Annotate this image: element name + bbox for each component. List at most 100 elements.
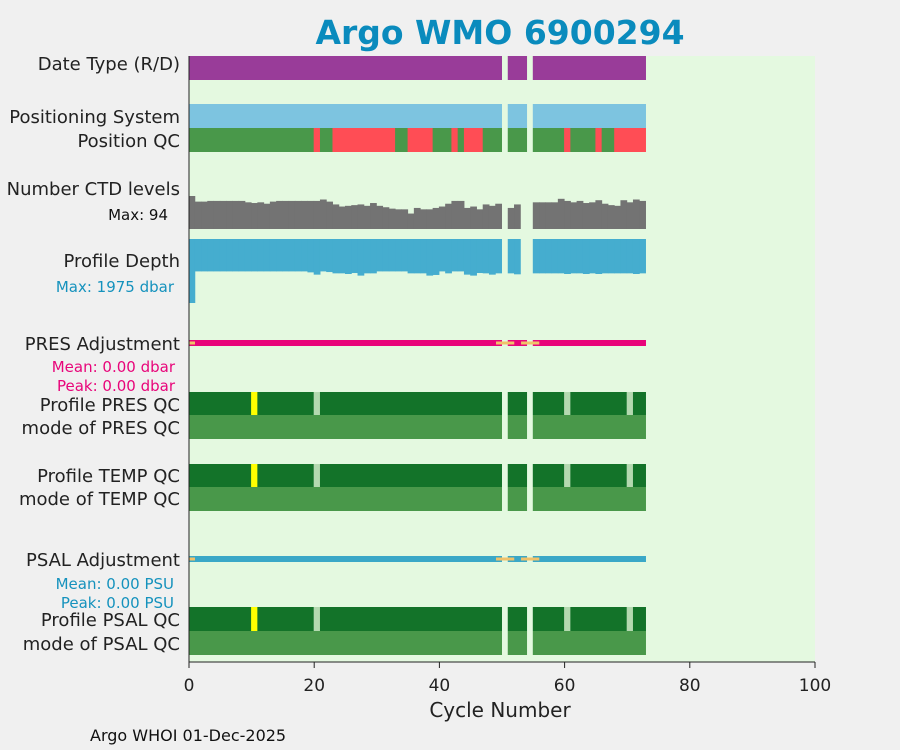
x-tick-label: 100 bbox=[799, 676, 831, 696]
ctd-level-bar bbox=[426, 209, 434, 229]
ctd-level-bar bbox=[301, 200, 308, 229]
profile-depth-bar bbox=[401, 239, 409, 272]
profile-depth-bar bbox=[557, 239, 565, 274]
profile-psal-qc-bar bbox=[507, 607, 528, 631]
ctd-level-bar bbox=[470, 206, 477, 229]
profile-depth-bar bbox=[282, 239, 290, 272]
position-qc-bar bbox=[407, 128, 434, 152]
label-psal-peak: Peak: 0.00 PSU bbox=[61, 594, 174, 612]
profile-depth-bar bbox=[582, 239, 590, 274]
ctd-level-bar bbox=[407, 213, 415, 229]
profile-depth-bar bbox=[595, 239, 603, 274]
profile-depth-bar bbox=[313, 239, 321, 275]
profile-depth-bar bbox=[626, 239, 634, 274]
profile-depth-bar bbox=[620, 239, 628, 274]
position-qc-bar bbox=[570, 128, 596, 152]
ctd-level-bar bbox=[263, 203, 271, 229]
profile-pres-qc-bar bbox=[251, 392, 258, 415]
profile-depth-bar bbox=[495, 239, 502, 274]
ctd-level-bar bbox=[432, 207, 440, 229]
label-date-type: Date Type (R/D) bbox=[38, 54, 180, 75]
ctd-level-bar bbox=[370, 203, 377, 229]
profile-temp-qc-bar bbox=[564, 464, 571, 487]
ctd-level-bar bbox=[257, 202, 265, 229]
profile-psal-qc-bar bbox=[632, 607, 646, 631]
ctd-level-bar bbox=[551, 202, 559, 229]
profile-depth-bar bbox=[438, 239, 446, 272]
profile-depth-bar bbox=[307, 239, 315, 273]
profile-depth-bar bbox=[332, 239, 340, 274]
ctd-level-bar bbox=[238, 200, 246, 229]
ctd-level-bar bbox=[482, 204, 490, 229]
mode-pres-qc-bar bbox=[188, 415, 502, 439]
position-qc-bar bbox=[313, 128, 321, 152]
profile-depth-bar bbox=[370, 239, 377, 274]
position-qc-bar bbox=[482, 128, 502, 152]
profile-depth-bar bbox=[345, 239, 352, 274]
profile-depth-bar bbox=[219, 239, 227, 272]
profile-temp-qc-bar bbox=[532, 464, 565, 487]
profile-depth-bar bbox=[263, 239, 271, 272]
profile-depth-bar bbox=[326, 239, 333, 273]
footer-credit: Argo WHOI 01-Dec-2025 bbox=[90, 726, 286, 745]
profile-pres-qc-bar bbox=[632, 392, 646, 415]
ctd-level-bar bbox=[319, 199, 327, 229]
profile-psal-qc-bar bbox=[313, 607, 321, 631]
position-qc-bar bbox=[532, 128, 565, 152]
label-mode-psal-qc: mode of PSAL QC bbox=[23, 634, 180, 655]
profile-depth-bar bbox=[288, 239, 296, 272]
profile-depth-bar bbox=[426, 239, 434, 276]
profile-depth-bar bbox=[244, 239, 252, 272]
profile-pres-qc-bar bbox=[532, 392, 565, 415]
mode-temp-qc-bar bbox=[188, 487, 502, 511]
profile-depth-bar bbox=[614, 239, 621, 274]
positioning-system-bar bbox=[532, 104, 646, 128]
profile-psal-qc-bar bbox=[257, 607, 315, 631]
profile-depth-bar bbox=[238, 239, 246, 272]
psal-adjustment-line-edge bbox=[189, 557, 195, 561]
ctd-level-bar bbox=[313, 200, 321, 229]
ctd-level-bar bbox=[219, 200, 227, 229]
label-ctd-max: Max: 94 bbox=[108, 206, 168, 224]
ctd-level-bar bbox=[495, 203, 502, 229]
positioning-system-bar bbox=[188, 104, 502, 128]
ctd-level-bar bbox=[201, 201, 208, 229]
ctd-level-bar bbox=[488, 205, 496, 229]
x-tick-label: 40 bbox=[429, 676, 451, 696]
profile-depth-bar bbox=[201, 239, 208, 272]
profile-temp-qc-bar bbox=[257, 464, 315, 487]
label-positioning-system: Positioning System bbox=[9, 107, 180, 128]
pres-adjustment-line bbox=[188, 340, 502, 346]
profile-psal-qc-bar bbox=[564, 607, 571, 631]
profile-depth-bar bbox=[251, 239, 258, 272]
ctd-level-bar bbox=[570, 202, 578, 229]
profile-depth-bar bbox=[232, 239, 240, 272]
profile-depth-bar bbox=[445, 239, 452, 274]
profile-depth-bar bbox=[269, 239, 277, 272]
profile-temp-qc-bar bbox=[626, 464, 634, 487]
profile-depth-bar bbox=[207, 239, 215, 272]
profile-pres-qc-bar bbox=[626, 392, 634, 415]
ctd-level-bar bbox=[401, 209, 409, 229]
label-profile-psal-qc: Profile PSAL QC bbox=[41, 610, 180, 631]
ctd-level-bar bbox=[288, 200, 296, 229]
mode-temp-qc-bar bbox=[532, 487, 646, 511]
ctd-level-bar bbox=[463, 207, 471, 229]
profile-depth-bar bbox=[463, 239, 471, 275]
profile-depth-bar bbox=[457, 239, 465, 272]
ctd-level-bar bbox=[545, 202, 553, 229]
ctd-level-bar bbox=[232, 200, 240, 229]
profile-pres-qc-bar bbox=[319, 392, 502, 415]
profile-pres-qc-bar bbox=[188, 392, 252, 415]
ctd-level-bar bbox=[376, 205, 384, 229]
profile-depth-bar bbox=[470, 239, 477, 276]
profile-psal-qc-bar bbox=[626, 607, 634, 631]
ctd-level-bar bbox=[332, 204, 340, 229]
ctd-level-bar bbox=[251, 203, 258, 229]
profile-depth-bar bbox=[589, 239, 596, 274]
profile-temp-qc-bar bbox=[632, 464, 646, 487]
profile-depth-bar bbox=[226, 239, 233, 272]
profile-pres-qc-bar bbox=[257, 392, 315, 415]
ctd-level-bar bbox=[207, 200, 215, 229]
pres-adjustment-line-gap bbox=[496, 341, 515, 345]
